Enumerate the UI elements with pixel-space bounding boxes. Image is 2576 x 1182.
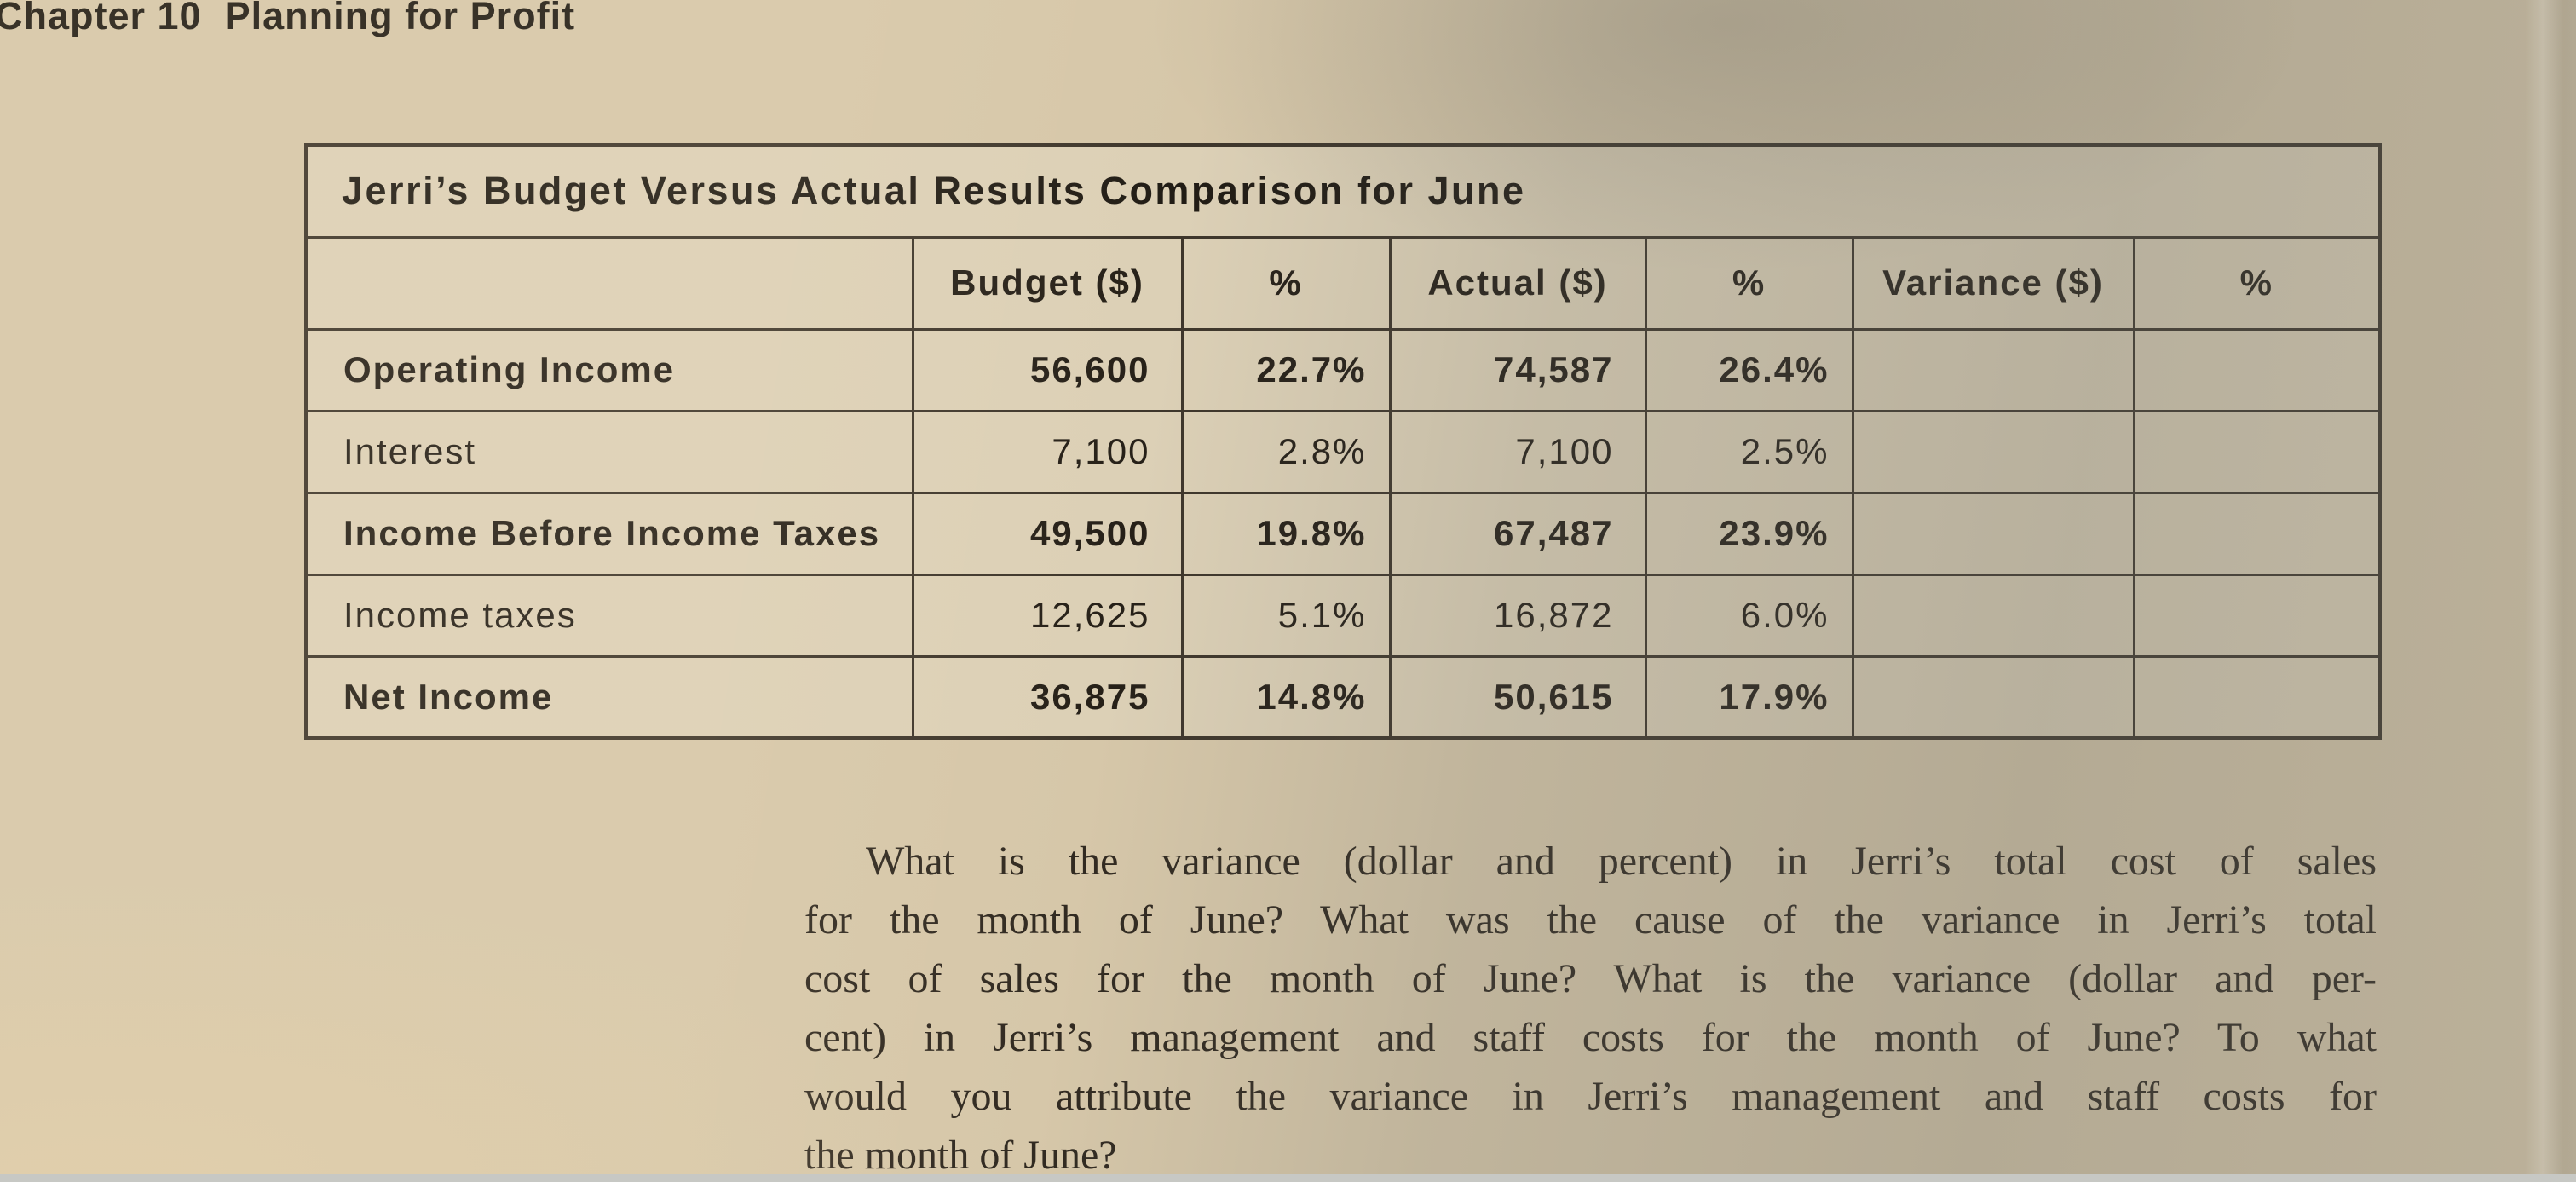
table-row: Net Income 36,875 14.8% 50,615 17.9% <box>304 654 2382 740</box>
table-title-row: Jerri’s Budget Versus Actual Results Com… <box>304 143 2382 239</box>
column-header-blank <box>304 235 914 331</box>
cell-variance-pct <box>2132 491 2382 576</box>
question-text: What is the variance (dollar and percent… <box>804 832 2377 1182</box>
cell-actual: 50,615 <box>1388 654 1647 740</box>
cell-actual: 74,587 <box>1388 327 1647 412</box>
column-header-actual: Actual ($) <box>1388 235 1647 331</box>
row-label: Interest <box>304 409 914 494</box>
row-label: Income Before Income Taxes <box>304 491 914 576</box>
column-header-budget-pct: % <box>1180 235 1392 331</box>
column-header-variance: Variance ($) <box>1851 235 2135 331</box>
column-header-variance-pct: % <box>2132 235 2382 331</box>
cell-variance <box>1851 491 2135 576</box>
cell-budget-pct: 19.8% <box>1180 491 1392 576</box>
photo-bottom-edge <box>0 1174 2576 1182</box>
question-line: the month of June? <box>804 1133 1117 1178</box>
cell-budget-pct: 2.8% <box>1180 409 1392 494</box>
cell-budget: 12,625 <box>911 573 1184 658</box>
table-row: Operating Income 56,600 22.7% 74,587 26.… <box>304 327 2382 412</box>
cell-actual-pct: 17.9% <box>1644 654 1854 740</box>
cell-budget: 36,875 <box>911 654 1184 740</box>
table-row: Income taxes 12,625 5.1% 16,872 6.0% <box>304 573 2382 658</box>
cell-budget-pct: 5.1% <box>1180 573 1392 658</box>
cell-budget: 49,500 <box>911 491 1184 576</box>
question-line: for the month of June? What was the caus… <box>804 897 2377 943</box>
cell-variance <box>1851 573 2135 658</box>
cell-actual-pct: 23.9% <box>1644 491 1854 576</box>
cell-variance <box>1851 409 2135 494</box>
table-title: Jerri’s Budget Versus Actual Results Com… <box>304 143 2382 239</box>
cell-actual-pct: 2.5% <box>1644 409 1854 494</box>
cell-actual-pct: 6.0% <box>1644 573 1854 658</box>
cell-variance <box>1851 327 2135 412</box>
cell-budget: 56,600 <box>911 327 1184 412</box>
cell-actual: 67,487 <box>1388 491 1647 576</box>
chapter-header: Chapter 10 Planning for Profit <box>0 0 576 37</box>
row-label: Net Income <box>304 654 914 740</box>
cell-budget-pct: 14.8% <box>1180 654 1392 740</box>
cell-budget: 7,100 <box>911 409 1184 494</box>
table-header-row: Budget ($) % Actual ($) % Variance ($) % <box>304 235 2382 331</box>
table-row: Income Before Income Taxes 49,500 19.8% … <box>304 491 2382 576</box>
cell-variance <box>1851 654 2135 740</box>
row-label: Income taxes <box>304 573 914 658</box>
question-line: cent) in Jerri’s management and staff co… <box>804 1015 2377 1060</box>
budget-table: Jerri’s Budget Versus Actual Results Com… <box>304 143 2383 740</box>
cell-actual: 16,872 <box>1388 573 1647 658</box>
cell-variance-pct <box>2132 654 2382 740</box>
page-right-edge <box>2525 0 2576 1182</box>
cell-budget-pct: 22.7% <box>1180 327 1392 412</box>
question-line: cost of sales for the month of June? Wha… <box>804 956 2377 1001</box>
cell-variance-pct <box>2132 409 2382 494</box>
column-header-actual-pct: % <box>1644 235 1854 331</box>
cell-variance-pct <box>2132 327 2382 412</box>
row-label: Operating Income <box>304 327 914 412</box>
question-line: What is the variance (dollar and percent… <box>866 839 2377 884</box>
column-header-budget: Budget ($) <box>911 235 1184 331</box>
cell-actual: 7,100 <box>1388 409 1647 494</box>
cell-actual-pct: 26.4% <box>1644 327 1854 412</box>
cell-variance-pct <box>2132 573 2382 658</box>
question-line: would you attribute the variance in Jerr… <box>804 1074 2377 1119</box>
table-row: Interest 7,100 2.8% 7,100 2.5% <box>304 409 2382 494</box>
